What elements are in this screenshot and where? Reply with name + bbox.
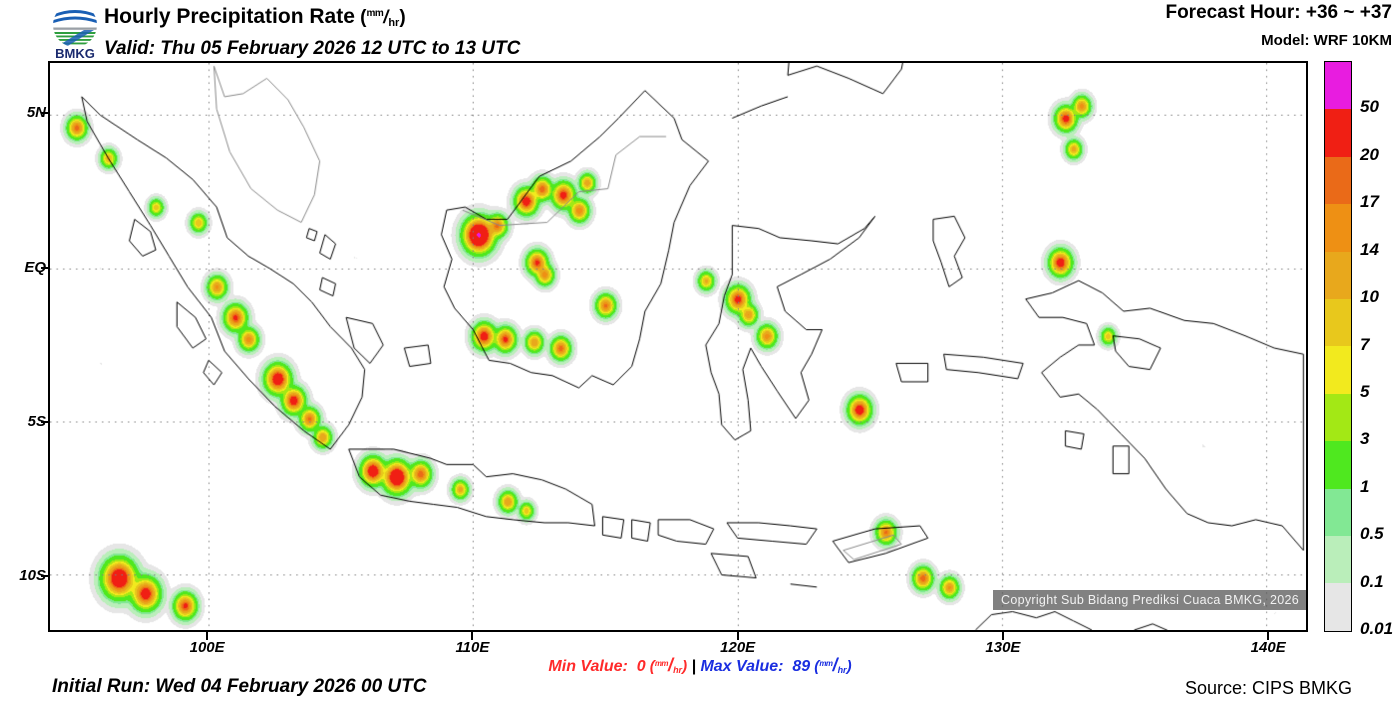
title-unit-denominator: hr [388, 17, 400, 29]
model-label: Model: WRF 10KM [1261, 32, 1392, 49]
page-title-text: Hourly Precipitation Rate [104, 5, 355, 28]
valid-time-line: Valid: Thu 05 February 2026 12 UTC to 13… [104, 38, 521, 59]
minmax-separator: | [691, 658, 696, 675]
forecast-hour-label: Forecast Hour: +36 ~ +37 [1165, 2, 1392, 23]
colorbar-label-17: 17 [1360, 192, 1379, 212]
colorbar-band-14 [1325, 204, 1351, 252]
min-unit: (mm/hr) [645, 655, 688, 675]
lon-tick-130E [1001, 632, 1004, 640]
colorbar-band-3 [1325, 393, 1351, 442]
max-unit: (mm/hr) [810, 655, 852, 675]
precipitation-map[interactable]: Copyright Sub Bidang Prediksi Cuaca BMKG… [48, 61, 1308, 632]
page-title: Hourly Precipitation Rate (mm/hr) [104, 1, 520, 36]
colorbar-label-0.5: 0.5 [1360, 524, 1384, 544]
colorbar-label-7: 7 [1360, 334, 1370, 354]
colorbar [1324, 61, 1352, 632]
lon-tick-110E [471, 632, 474, 640]
lon-label-120E: 120E [720, 639, 756, 656]
lat-label-EQ: EQ [24, 258, 46, 276]
colorbar-label-50: 50 [1360, 97, 1379, 117]
colorbar-label-0.01: 0.01 [1360, 619, 1394, 638]
bmkg-logo: BMKG [44, 2, 106, 60]
lat-label-10S: 10S [19, 567, 46, 585]
lat-tick-10S [41, 575, 49, 578]
lat-label-5S: 5S [27, 413, 46, 431]
colorbar-label-3: 3 [1360, 429, 1370, 449]
min-label: Min Value: [548, 658, 628, 675]
max-value-group: Max Value: 89 (mm/hr) [700, 655, 852, 675]
colorbar-label-20: 20 [1360, 144, 1379, 164]
colorbar-band-20 [1325, 109, 1351, 157]
colorbar-label-10: 10 [1360, 287, 1379, 307]
lon-tick-120E [736, 632, 739, 640]
colorbar-band-10 [1325, 251, 1351, 300]
colorbar-band-1 [1325, 441, 1351, 489]
copyright-watermark: Copyright Sub Bidang Prediksi Cuaca BMKG… [993, 590, 1306, 610]
colorbar-band-0.1 [1325, 536, 1351, 584]
colorbar-label-0.1: 0.1 [1360, 571, 1384, 591]
lat-tick-5S [41, 421, 49, 424]
lon-label-140E: 140E [1250, 639, 1286, 656]
initial-run-label: Initial Run: Wed 04 February 2026 00 UTC [52, 676, 427, 697]
min-value: 0 [636, 658, 646, 675]
precipitation-raster [50, 63, 1306, 630]
colorbar-band-0.5 [1325, 488, 1351, 537]
lon-tick-100E [206, 632, 209, 640]
lat-label-5N: 5N [26, 104, 46, 122]
colorbar-labels: 50 20 17 14 10 7 5 3 1 0.5 0.1 0.01 [1356, 61, 1400, 638]
min-value-group: Min Value: 0 (mm/hr) [548, 655, 688, 675]
min-max-values: Min Value: 0 (mm/hr) | Max Value: 89 (mm… [0, 655, 1400, 676]
title-unit: (mm/hr) [354, 7, 406, 29]
lon-label-110E: 110E [455, 639, 490, 656]
colorbar-label-5: 5 [1360, 381, 1370, 401]
title-block: Hourly Precipitation Rate (mm/hr) Valid:… [104, 1, 520, 61]
lon-label-130E: 130E [985, 639, 1021, 656]
lat-tick-5N [41, 112, 49, 115]
colorbar-band-0.01 [1325, 583, 1351, 631]
colorbar-band-50 [1325, 62, 1351, 110]
max-value: 89 [792, 658, 811, 675]
colorbar-band-7 [1325, 299, 1351, 347]
source-label: Source: CIPS BMKG [1184, 678, 1352, 698]
colorbar-band-17 [1325, 156, 1351, 205]
colorbar-band-5 [1325, 346, 1351, 394]
colorbar-label-14: 14 [1360, 239, 1379, 259]
max-label: Max Value: [700, 658, 784, 675]
colorbar-label-1: 1 [1360, 476, 1370, 496]
lon-tick-140E [1267, 632, 1270, 640]
lat-tick-EQ [41, 266, 49, 269]
svg-text:BMKG: BMKG [55, 46, 95, 60]
title-unit-numerator: mm [366, 8, 384, 19]
lon-label-100E: 100E [189, 639, 225, 656]
